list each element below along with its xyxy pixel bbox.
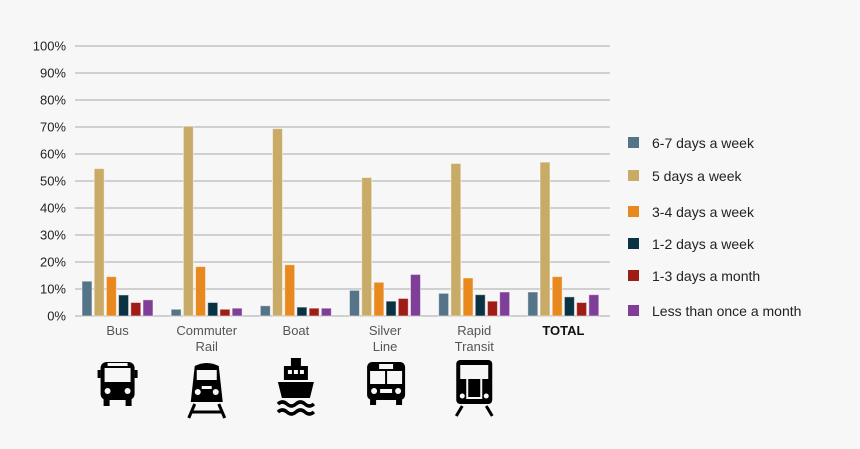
bar [182,125,194,317]
bar [438,292,450,317]
bar [320,307,332,317]
bar [499,291,511,317]
y-tick-label: 40% [40,201,66,216]
legend-label: 6-7 days a week [652,135,755,151]
category-label: Boat [283,323,310,338]
category-label: Silver [369,323,402,338]
legend: 6-7 days a week 5 days a week 3-4 days a w… [628,135,801,319]
bar [93,168,105,317]
legend-label: 1-2 days a week [652,236,755,252]
bar [474,294,486,317]
legend-swatch [628,270,639,281]
bar [195,266,207,317]
legend-swatch [628,206,639,217]
y-tick-label: 20% [40,255,66,270]
bar [385,300,397,317]
bar [142,299,154,317]
bar [118,294,130,317]
bar [551,276,563,317]
bar [527,291,539,317]
bar [296,306,308,317]
bar [308,307,320,317]
bar [81,280,93,317]
y-axis-ticks: 0% 10% 20% 30% 40% 50% 60% 70% 80% 90% 100% [33,39,67,324]
y-tick-label: 70% [40,120,66,135]
y-tick-label: 50% [40,174,66,189]
legend-label: 5 days a week [652,168,742,184]
category-label: Rapid [457,323,491,338]
category-label: Bus [106,323,129,338]
bar [409,273,421,317]
category-icons [97,358,494,419]
category-label: Transit [455,339,495,354]
bar [284,264,296,317]
bar [348,289,360,317]
legend-label: Less than once a month [652,303,801,319]
bar [170,308,182,317]
rapid-transit-train-icon [454,360,494,417]
legend-label: 3-4 days a week [652,204,755,220]
bar [397,297,409,317]
bar [588,294,600,317]
category-label: Line [373,339,398,354]
y-tick-label: 10% [40,282,66,297]
bar [207,302,219,317]
bar [259,305,271,317]
y-tick-label: 80% [40,93,66,108]
boat-icon [276,358,316,416]
legend-swatch [628,170,639,181]
gridlines [75,45,610,317]
bus-icon [97,362,138,406]
y-tick-label: 100% [33,39,67,54]
bars [81,125,600,317]
bar [450,162,462,317]
y-tick-label: 30% [40,228,66,243]
bar [539,161,551,317]
bar [219,308,231,317]
legend-label: 1-3 days a month [652,268,760,284]
bar [486,300,498,317]
bar [105,276,117,317]
bar [563,296,575,317]
bar [462,277,474,317]
legend-swatch [628,305,639,316]
silver-line-bus-icon [367,362,406,405]
commuter-rail-icon [187,363,227,419]
legend-swatch [628,137,639,148]
bar [576,302,588,317]
bar [272,128,284,317]
bar [130,302,142,317]
category-label: Commuter [176,323,237,338]
bar [231,307,243,317]
y-tick-label: 60% [40,147,66,162]
bar [361,176,373,317]
category-label: Rail [196,339,219,354]
legend-swatch [628,238,639,249]
y-tick-label: 90% [40,66,66,81]
bar [373,281,385,317]
category-label: TOTAL [542,323,584,338]
y-tick-label: 0% [47,309,66,324]
